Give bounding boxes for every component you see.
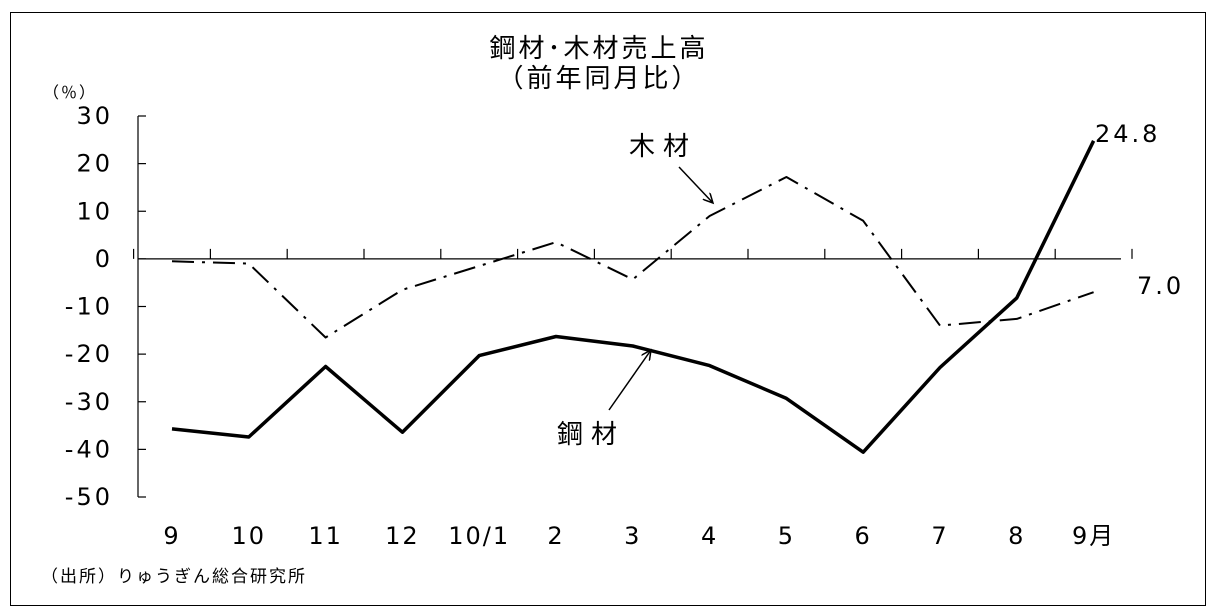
series-line-steel — [171, 140, 1096, 454]
y-unit-label: （％） — [43, 83, 97, 102]
x-tick-label: 3 — [624, 522, 641, 550]
series-label-wood: 木材 — [629, 132, 697, 162]
x-tick-label: 10/1 — [448, 522, 510, 550]
y-tick-label: -50 — [65, 483, 113, 511]
x-tick-label: 2 — [547, 522, 564, 550]
x-tick-label: 11 — [308, 522, 343, 550]
y-axis: 30 20 10 0 -10 -20 -30 -40 -50 — [65, 102, 146, 511]
x-tick-label: 5 — [778, 522, 795, 550]
chart-frame: 鋼材･木材売上高 （前年同月比） （％） 30 20 10 0 -10 -20 -30 -40… — [10, 12, 1206, 606]
x-tick-label: 6 — [855, 522, 872, 550]
x-tick-label: 12 — [385, 522, 420, 550]
y-tick-label: 10 — [76, 197, 113, 225]
y-tick-label: 0 — [95, 245, 113, 273]
end-label-wood: 7.0 — [1137, 272, 1184, 300]
chart-subtitle: （前年同月比） — [497, 64, 700, 94]
y-tick-label: -30 — [65, 388, 113, 416]
y-tick-label: 30 — [76, 102, 113, 130]
series-line-wood — [171, 176, 1094, 339]
x-tick-label: 8 — [1008, 522, 1025, 550]
x-axis: 9 10 11 12 10/1 2 3 4 5 6 7 8 9月 — [132, 248, 1133, 550]
x-tick-label: 10 — [232, 522, 267, 550]
y-tick-label: -20 — [65, 340, 113, 368]
source-note: （出所）りゅうぎん総合研究所 — [41, 567, 307, 587]
chart-title: 鋼材･木材売上高 — [489, 34, 708, 64]
series-group — [171, 140, 1096, 454]
line-chart: 鋼材･木材売上高 （前年同月比） （％） 30 20 10 0 -10 -20 -30 -40… — [41, 34, 1184, 587]
y-tick-label: -10 — [65, 293, 113, 321]
y-tick-label: 20 — [76, 150, 113, 178]
y-tick-label: -40 — [65, 435, 113, 463]
x-tick-label: 7 — [931, 522, 948, 550]
x-tick-label: 9 — [163, 522, 180, 550]
series-label-steel: 鋼材 — [557, 420, 625, 450]
arrow-steel — [608, 350, 651, 411]
arrow-wood — [678, 166, 713, 203]
end-label-steel: 24.8 — [1095, 120, 1160, 148]
x-tick-label: 4 — [701, 522, 718, 550]
x-tick-label: 9月 — [1072, 522, 1115, 550]
